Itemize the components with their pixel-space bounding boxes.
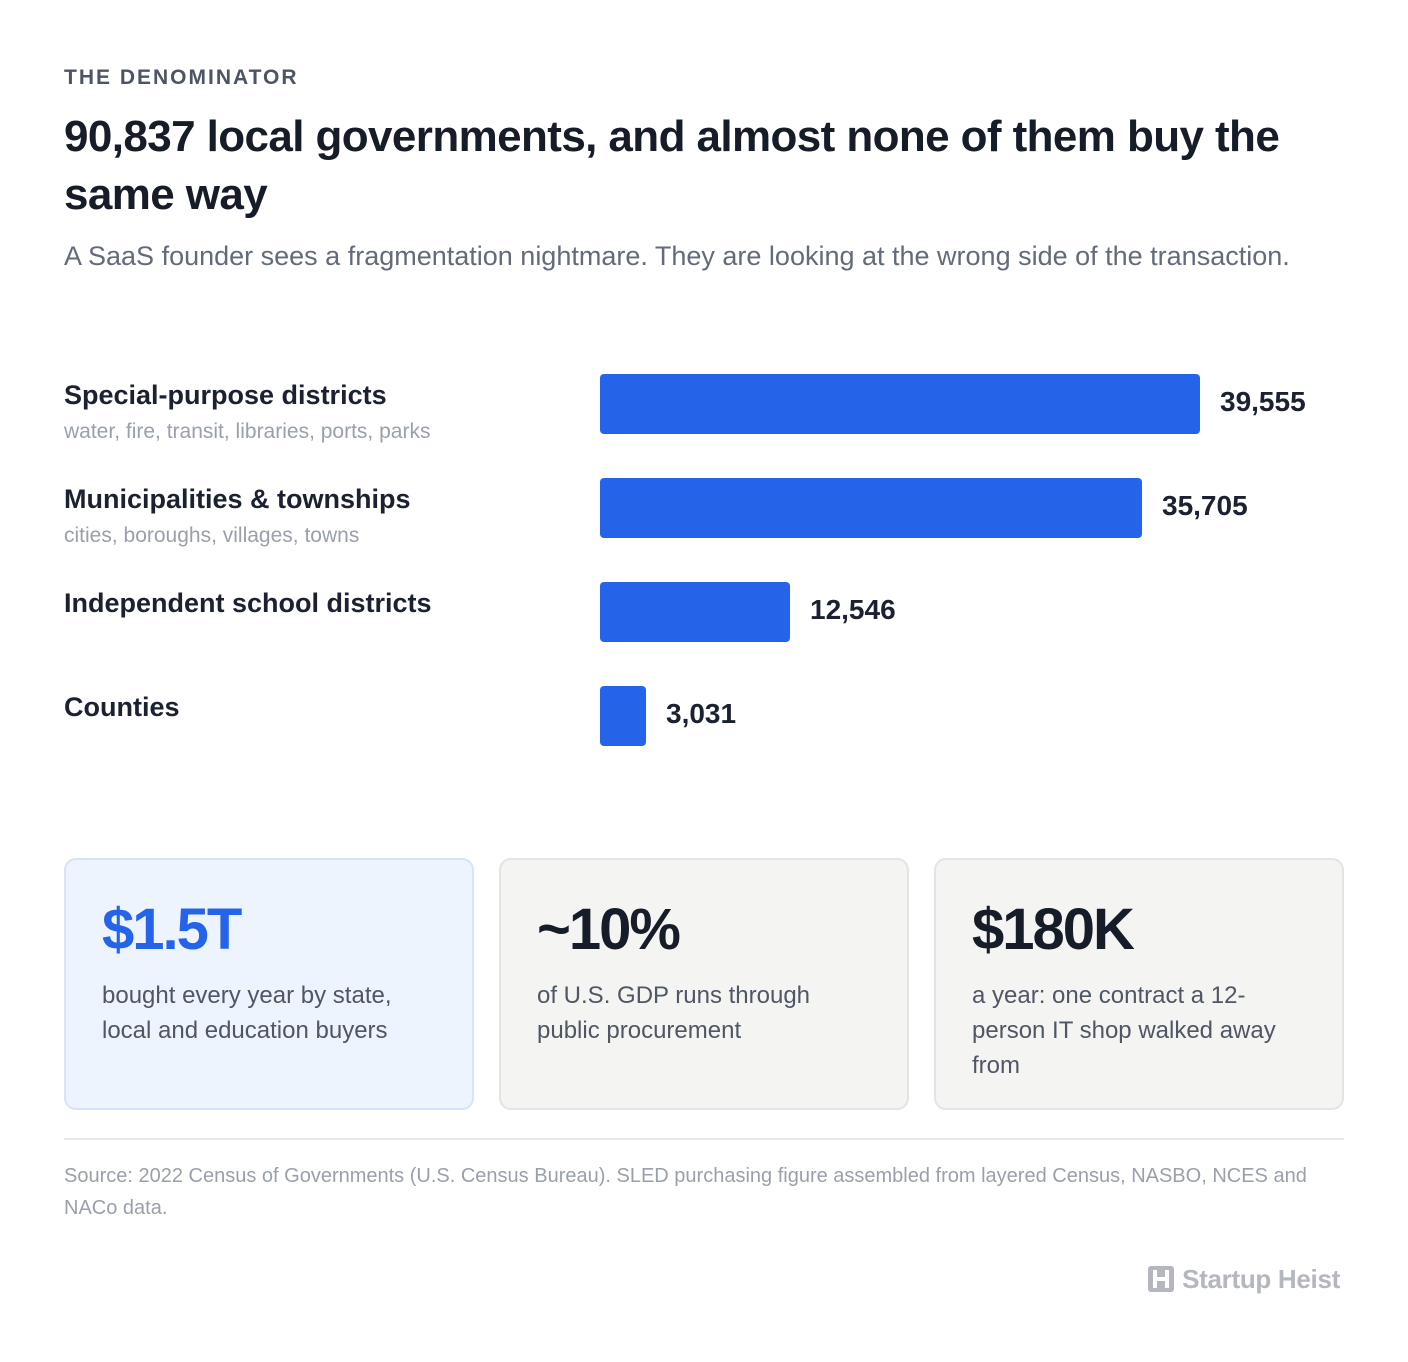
- stat-description: a year: one contract a 12-person IT shop…: [972, 982, 1276, 1079]
- stat-cards: $1.5T bought every year by state, local …: [64, 858, 1344, 1110]
- category-note: water, fire, transit, libraries, ports, …: [64, 420, 431, 443]
- category-label: Counties: [64, 692, 180, 722]
- stat-description: of U.S. GDP runs through public procurem…: [537, 982, 811, 1044]
- bar-chart: Special-purpose districts water, fire, t…: [64, 374, 1344, 754]
- footer-divider: [64, 1138, 1344, 1140]
- bar-value-label: 35,705: [1162, 490, 1248, 521]
- bar: [600, 686, 646, 746]
- stat-value: $1.5T: [102, 897, 242, 962]
- stat-card-contract: $180K a year: one contract a 12-person I…: [934, 858, 1344, 1110]
- category-label: Special-purpose districts: [64, 380, 387, 410]
- source-note: Source: 2022 Census of Governments (U.S.…: [64, 1165, 1307, 1219]
- brand-name: Startup Heist: [1182, 1263, 1340, 1294]
- eyebrow: THE DENOMINATOR: [64, 66, 299, 89]
- stat-card-gdp: ~10% of U.S. GDP runs through public pro…: [499, 858, 909, 1110]
- chart-row-special-purpose: Special-purpose districts water, fire, t…: [64, 374, 1344, 443]
- category-label: Municipalities & townships: [64, 484, 411, 514]
- chart-row-counties: Counties 3,031: [64, 686, 1344, 746]
- stat-card-spend: $1.5T bought every year by state, local …: [64, 858, 474, 1110]
- stat-description: bought every year by state, local and ed…: [102, 982, 392, 1044]
- stat-value: $180K: [972, 897, 1135, 962]
- chart-row-school-districts: Independent school districts 12,546: [64, 582, 1344, 642]
- bar-value-label: 3,031: [666, 698, 737, 729]
- bar-value-label: 39,555: [1220, 386, 1306, 417]
- page-subtitle: A SaaS founder sees a fragmentation nigh…: [64, 241, 1290, 271]
- bar: [600, 582, 790, 642]
- bar-value-label: 12,546: [810, 594, 896, 625]
- stat-value: ~10%: [537, 897, 681, 962]
- heist-logo-icon: [1148, 1266, 1175, 1292]
- bar: [600, 374, 1200, 434]
- chart-row-municipalities: Municipalities & townships cities, borou…: [64, 478, 1344, 547]
- bar: [600, 478, 1142, 538]
- page-title: 90,837 local governments, and almost non…: [64, 112, 1280, 219]
- category-note: cities, boroughs, villages, towns: [64, 524, 360, 547]
- category-label: Independent school districts: [64, 588, 432, 618]
- brand-mark: Startup Heist: [1148, 1262, 1340, 1296]
